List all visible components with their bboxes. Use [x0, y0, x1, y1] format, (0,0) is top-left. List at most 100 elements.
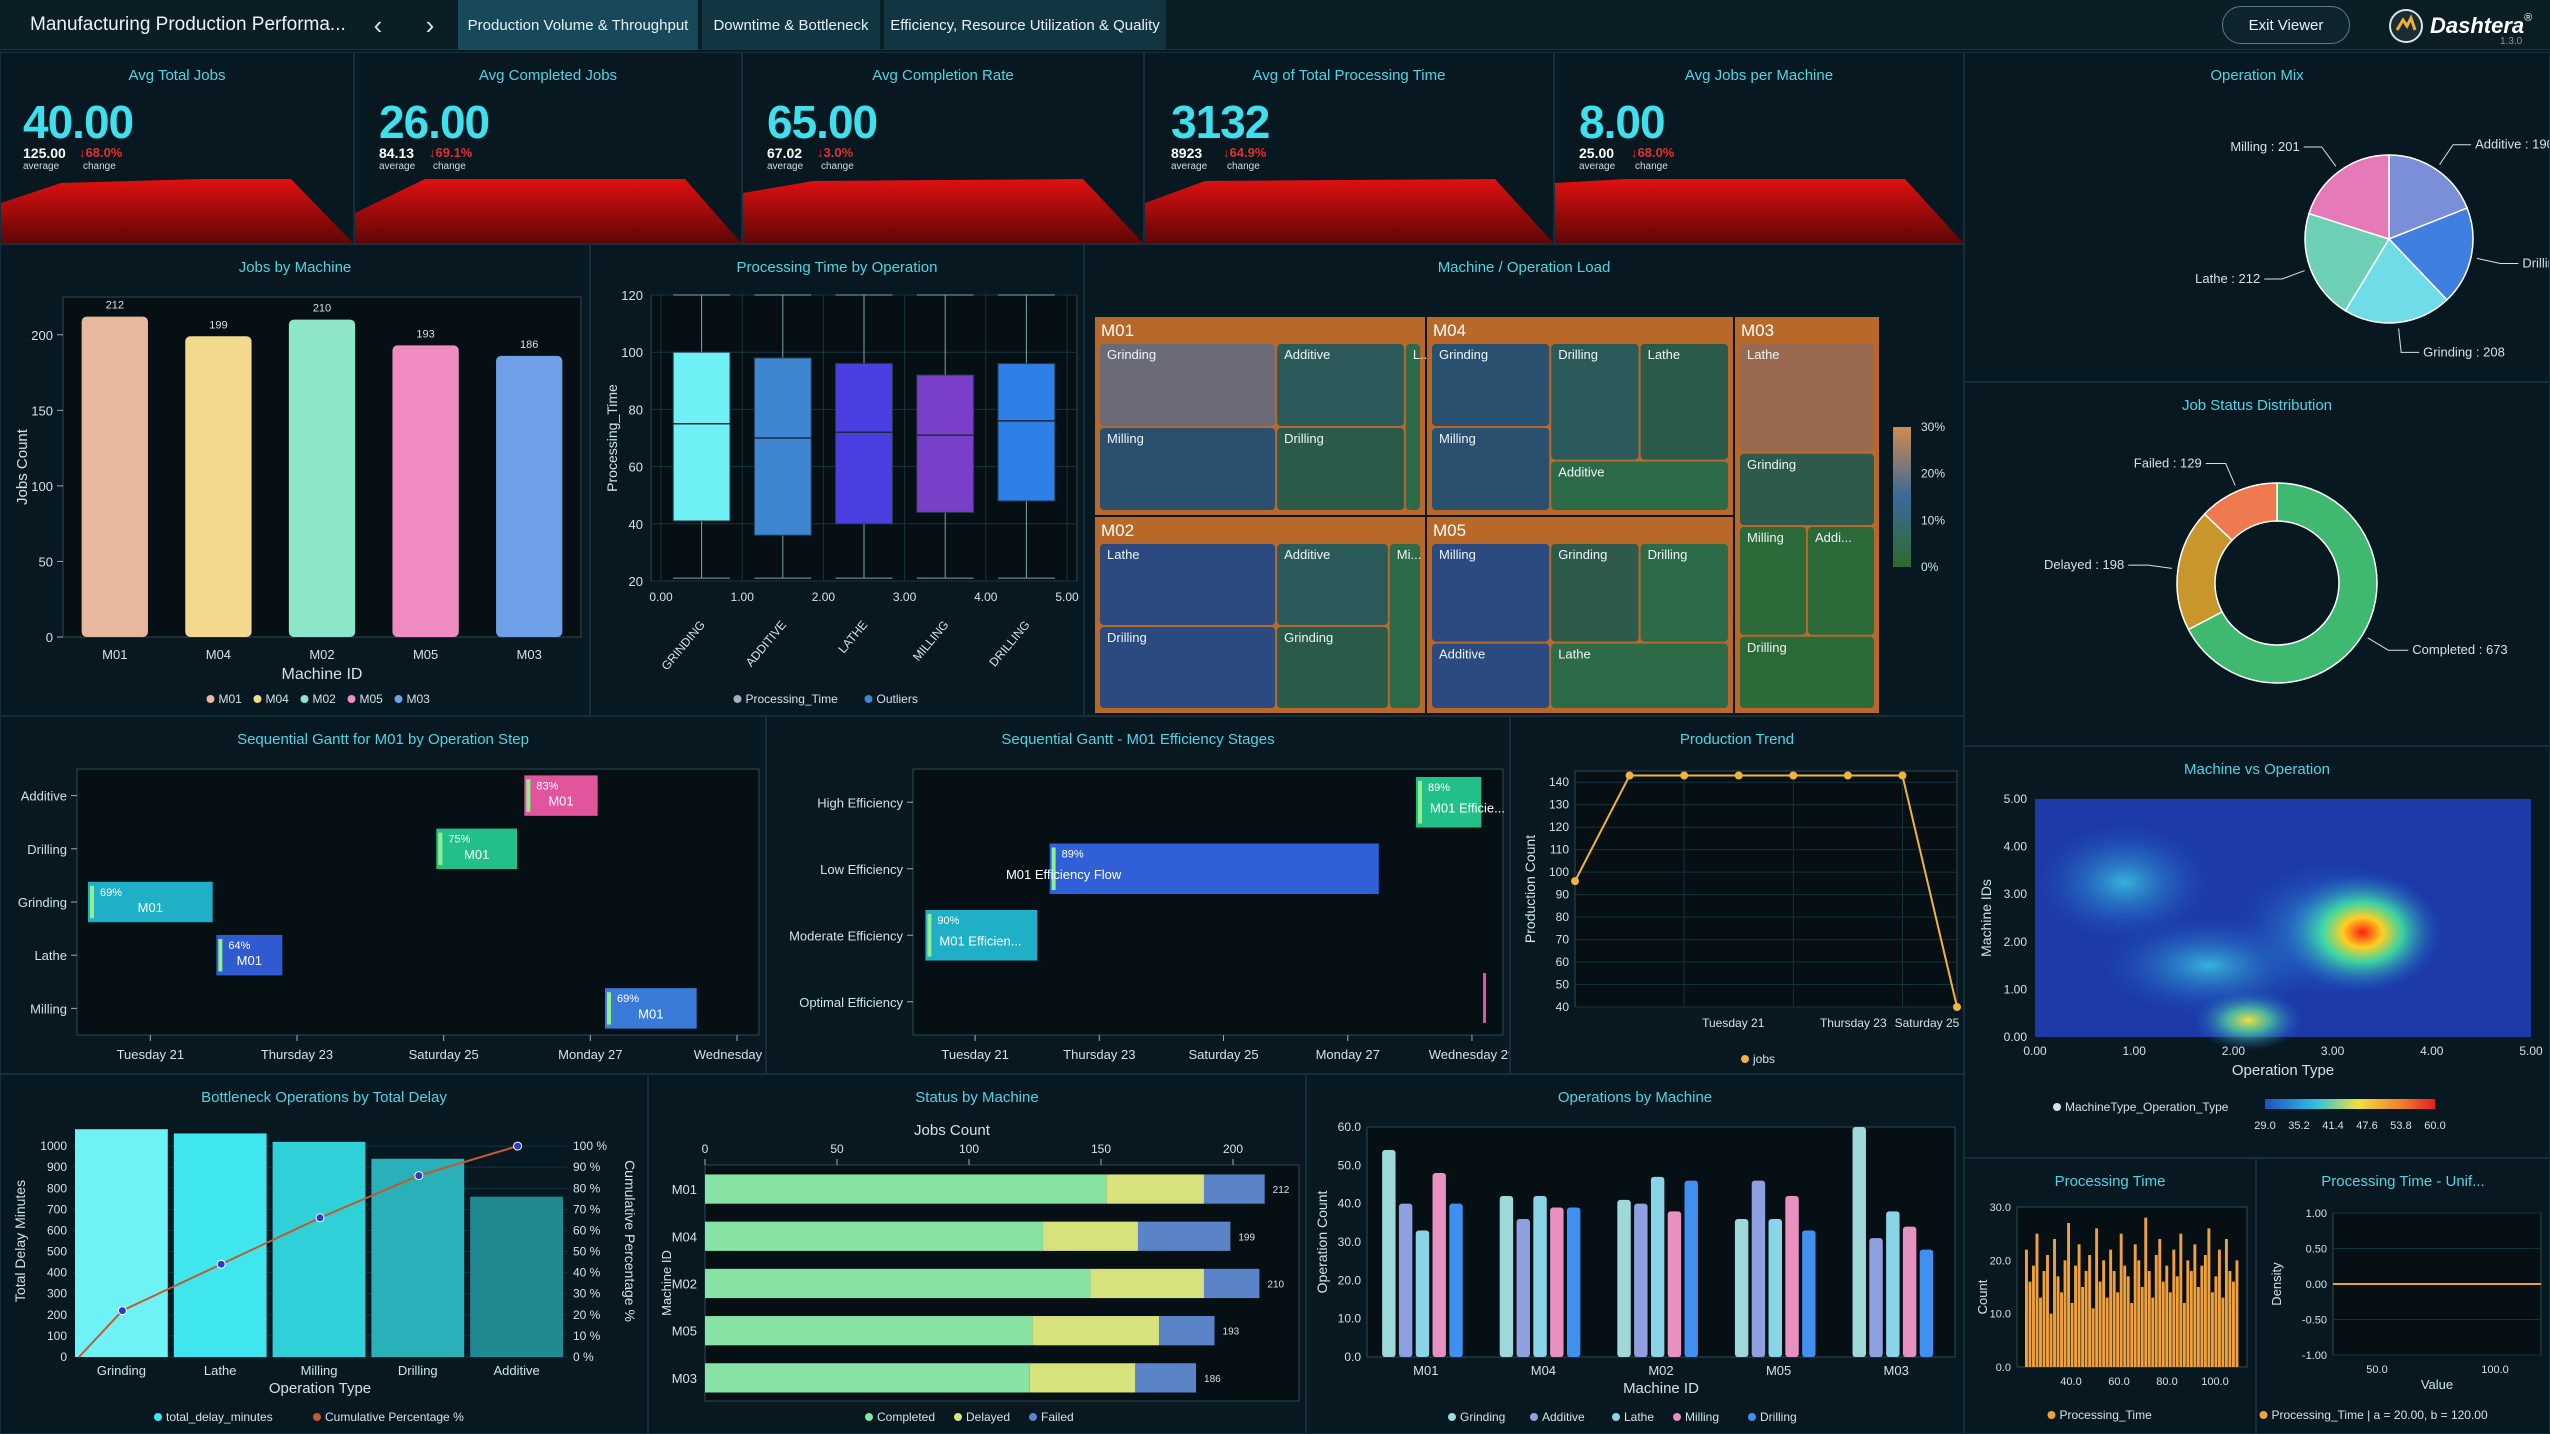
y-tick-label: -1.00 — [2302, 1350, 2327, 1362]
heatmap-hotspot — [2282, 872, 2443, 993]
kpi-card-avg-total-jobs: Avg Total Jobs 40.00 125.00 ↓68.0% avera… — [0, 52, 354, 244]
donut-slice — [2187, 482, 2378, 684]
legend-label: Completed — [877, 1410, 935, 1424]
x-axis-label: Machine ID — [1623, 1380, 1699, 1397]
color-scale — [1893, 427, 1911, 567]
cumulative-point — [117, 1306, 127, 1316]
x-tick-label: M04 — [206, 647, 231, 662]
gantt-progress-marker — [1051, 847, 1056, 891]
histogram-bar — [2137, 1260, 2141, 1367]
exit-viewer-button[interactable]: Exit Viewer — [2222, 6, 2350, 44]
stacked-bar-segment — [705, 1316, 1033, 1346]
x-tick-label: Tuesday 21 — [117, 1047, 184, 1062]
tab-production-volume[interactable]: Production Volume & Throughput — [458, 0, 698, 50]
kpi-change-caption: change — [821, 161, 854, 172]
chart-title: Sequential Gantt - M01 Efficiency Stages — [1001, 731, 1275, 748]
x-tick-label: 40.0 — [2060, 1376, 2081, 1388]
legend-swatch — [313, 1413, 321, 1421]
y-tick-label: 30.0 — [1990, 1202, 2011, 1214]
x-tick-label: 200 — [1223, 1142, 1243, 1156]
legend-label: MachineType_Operation_Type — [2065, 1100, 2229, 1114]
x-tick-label: Tuesday 21 — [941, 1047, 1008, 1062]
processing-time-box-chart: 0.00 1.00 2.00 3.00 4.00 5.00 20 40 60 80 100 120 GR… — [604, 288, 1079, 706]
job-status-donut-chart: Completed : 673 Delayed : 198 Failed : 129 — [2044, 456, 2508, 684]
legend-swatch — [2259, 1411, 2268, 1419]
trend-point — [1680, 771, 1689, 780]
plot-area — [912, 768, 1504, 1036]
y-tick-label: 1.00 — [2004, 982, 2028, 996]
grouped-bar — [1751, 1180, 1766, 1357]
histogram-bar — [2095, 1228, 2099, 1367]
histogram-bar — [2084, 1271, 2088, 1367]
machine-operation-treemap: M01 Grinding Additive L... Milling Drilling M0… — [1095, 317, 1945, 713]
y-tick-label: 40 — [629, 517, 643, 532]
x-tick-label: Saturday 25 — [409, 1047, 479, 1062]
kpi-average: 25.00 — [1579, 145, 1615, 161]
prev-tab-button[interactable]: ‹ — [352, 0, 404, 50]
y-tick-label: 100 — [31, 479, 53, 494]
version-label: 1.3.0 — [2500, 36, 2523, 47]
kpi-sparkline — [355, 179, 741, 243]
legend-label: Cumulative Percentage % — [325, 1410, 464, 1424]
treemap-cell-label: Grinding — [1107, 347, 1156, 362]
x-tick-label: 60.0 — [2108, 1376, 2129, 1388]
y-tick-label: 140 — [1549, 775, 1569, 789]
treemap-cell-label: Mi... — [1397, 547, 1422, 562]
pie-slice — [2304, 212, 2391, 312]
gantt-bar-label: M01 — [237, 953, 262, 968]
kpi-average-caption: average — [767, 161, 804, 172]
treemap-cell — [1277, 627, 1388, 708]
kpi-card-avg-completion-rate: Avg Completion Rate 65.00 67.02 ↓3.0% av… — [742, 52, 1144, 244]
donut-leader-line — [2367, 637, 2409, 651]
treemap-cell — [1740, 527, 1806, 635]
stacked-bar-segment — [1090, 1268, 1204, 1299]
y-axis-label: Count — [1975, 1279, 1990, 1314]
bar-total-label: 199 — [1238, 1232, 1255, 1243]
x-tick-label: 0.00 — [649, 590, 673, 604]
y-axis-label: Jobs Count — [14, 428, 31, 505]
histogram-bar — [2175, 1276, 2179, 1367]
y-tick-label: -0.50 — [2302, 1315, 2327, 1327]
legend-swatch — [394, 695, 403, 703]
treemap-cell — [1100, 627, 1276, 708]
histogram-bar — [2112, 1271, 2116, 1367]
donut-slice — [2203, 482, 2278, 542]
x-tick-label: Monday 27 — [558, 1047, 622, 1062]
pie-slice — [2387, 207, 2474, 301]
y-tick-label: 70 — [1556, 933, 1570, 947]
histogram-bar — [2074, 1265, 2078, 1367]
y-tick-label: 80 — [1556, 910, 1570, 924]
y2-tick-label: 90 % — [573, 1160, 601, 1174]
histogram-bar — [2070, 1303, 2074, 1367]
legend-swatch — [865, 1413, 873, 1421]
treemap-cell — [1277, 544, 1388, 625]
grouped-bar — [1902, 1226, 1917, 1357]
y-tick-label: 0.00 — [2004, 1030, 2028, 1044]
histogram-bar — [2224, 1239, 2228, 1367]
chart-title: Machine vs Operation — [2184, 761, 2330, 778]
treemap-cell — [1389, 544, 1420, 708]
y-tick-label: M05 — [672, 1324, 697, 1339]
gantt-bar — [524, 775, 598, 816]
machine-vs-operation-heatmap: 0.00 1.00 2.00 3.00 4.00 5.00 0.00 1.00 2.00 3.00… — [1978, 792, 2543, 1132]
legend-label: M02 — [313, 692, 337, 706]
treemap-cell-label: Milling — [1439, 431, 1476, 446]
kpi-title: Avg Total Jobs — [128, 67, 226, 84]
histogram-bar — [2049, 1313, 2053, 1367]
x-tick-label: 80.0 — [2156, 1376, 2177, 1388]
gantt-bar — [605, 988, 697, 1029]
histogram-bar — [2035, 1233, 2039, 1367]
tab-efficiency[interactable]: Efficiency, Resource Utilization & Quali… — [884, 0, 1166, 50]
grouped-bar — [1449, 1203, 1463, 1357]
kpi-sparkline — [743, 179, 1143, 243]
treemap-cell-label: Additive — [1439, 647, 1485, 662]
tab-downtime[interactable]: Downtime & Bottleneck — [702, 0, 880, 50]
y2-tick-label: 20 % — [573, 1308, 601, 1322]
treemap-cell — [1277, 344, 1404, 426]
next-tab-button[interactable]: › — [404, 0, 456, 50]
treemap-cell-label: Grinding — [1284, 630, 1333, 645]
treemap-cell — [1551, 544, 1639, 642]
grouped-bar — [1516, 1219, 1530, 1357]
donut-label: Failed : 129 — [2134, 456, 2202, 471]
y-tick-label: 20 — [629, 574, 643, 589]
